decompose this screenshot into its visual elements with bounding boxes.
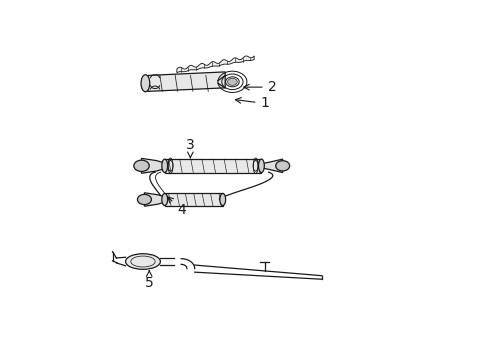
Circle shape [137, 194, 151, 204]
Ellipse shape [220, 193, 225, 206]
Polygon shape [144, 193, 166, 206]
Polygon shape [164, 159, 261, 172]
Circle shape [275, 161, 289, 171]
Polygon shape [164, 193, 223, 206]
Text: 3: 3 [185, 138, 194, 158]
Text: 4: 4 [167, 197, 185, 217]
Circle shape [134, 160, 149, 171]
Ellipse shape [162, 159, 167, 172]
Text: 5: 5 [144, 271, 153, 291]
Ellipse shape [141, 75, 149, 92]
Ellipse shape [162, 193, 167, 206]
Polygon shape [147, 72, 224, 91]
Ellipse shape [258, 159, 264, 172]
Polygon shape [177, 56, 254, 73]
Circle shape [227, 78, 237, 85]
Polygon shape [141, 158, 166, 173]
Ellipse shape [125, 254, 160, 269]
Text: 1: 1 [235, 96, 269, 111]
Text: 2: 2 [243, 80, 276, 94]
Polygon shape [259, 159, 282, 172]
